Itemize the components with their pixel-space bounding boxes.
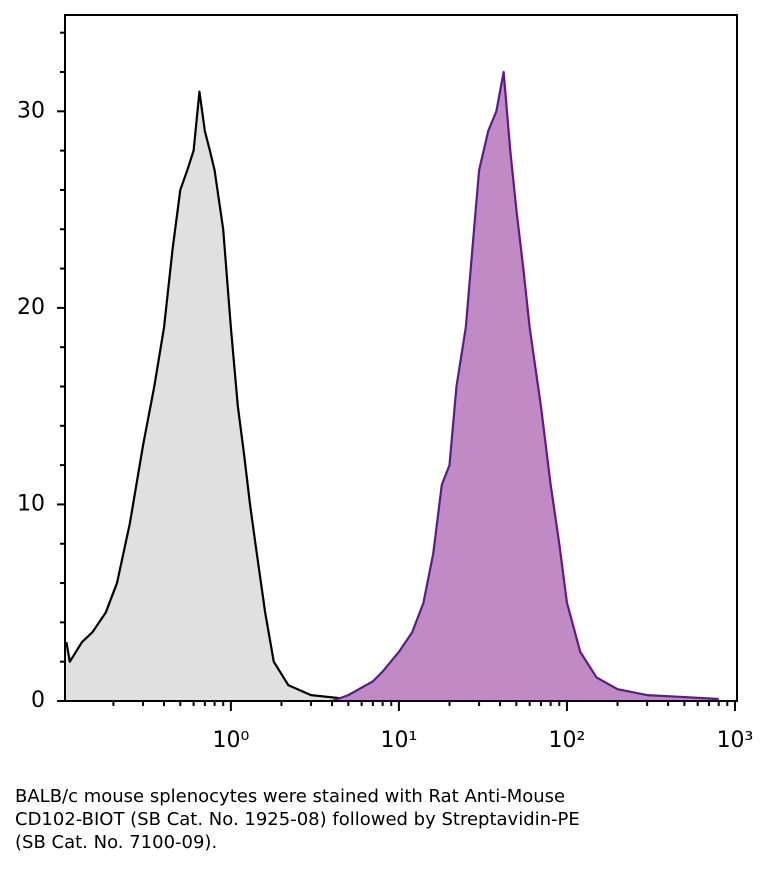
x-tick-label: 10⁰: [212, 728, 249, 753]
histogram-line: [331, 70, 719, 703]
x-tick-label: 10¹: [380, 728, 417, 753]
x-tick-label: 10³: [717, 728, 754, 753]
caption-line: CD102-BIOT (SB Cat. No. 1925-08) followe…: [15, 809, 580, 830]
area-fill: [66, 91, 399, 701]
caption-line: (SB Cat. No. 7100-09).: [15, 832, 217, 853]
y-tick-label: 0: [31, 688, 45, 713]
caption-line: BALB/c mouse splenocytes were stained wi…: [15, 786, 565, 807]
y-tick-label: 10: [17, 491, 45, 516]
plot-frame: [64, 14, 738, 702]
histogram-line: [65, 90, 399, 703]
y-tick-label: 30: [17, 98, 45, 123]
x-tick-label: 10²: [549, 728, 586, 753]
area-fill: [332, 72, 719, 701]
y-tick-label: 20: [17, 295, 45, 320]
